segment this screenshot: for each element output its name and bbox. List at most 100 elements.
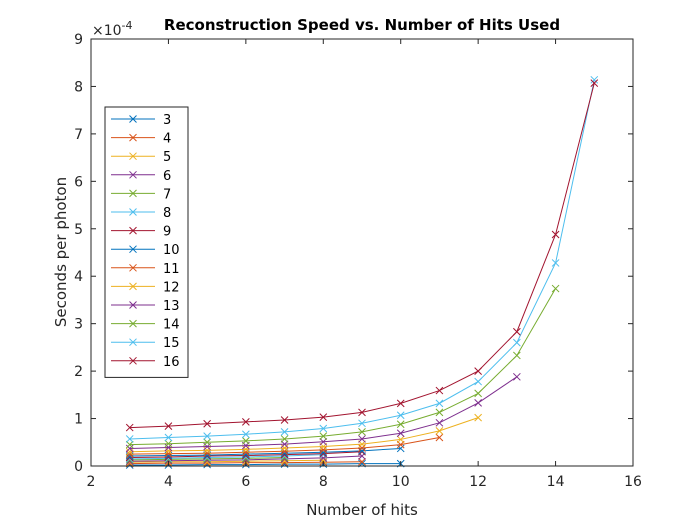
x-tick-label: 12: [469, 474, 487, 490]
data-point: [435, 418, 444, 427]
data-point: [280, 427, 289, 436]
y-exponent-base: ×10: [92, 23, 122, 39]
legend-item: 14: [111, 318, 180, 333]
data-point: [242, 451, 250, 460]
data-point: [474, 389, 482, 398]
data-point: [242, 418, 250, 426]
legend-item: 15: [111, 336, 180, 351]
legend-item: 11: [111, 262, 180, 277]
legend-item: 4: [111, 132, 171, 147]
x-axis-label: Number of hits: [306, 501, 418, 519]
data-point: [551, 259, 560, 267]
data-point: [203, 446, 211, 455]
data-point: [319, 432, 328, 440]
data-point: [396, 429, 405, 438]
legend-item: 6: [111, 169, 171, 184]
series-9: [125, 447, 366, 462]
legend-item: 7: [111, 187, 171, 202]
data-point: [319, 449, 328, 458]
legend-label: 4: [163, 132, 171, 147]
data-point: [280, 450, 289, 459]
data-point: [358, 457, 366, 466]
data-point: [242, 445, 250, 454]
data-point: [551, 284, 560, 293]
series-line: [129, 463, 401, 466]
y-tick-label: 1: [74, 412, 83, 428]
legend-label: 13: [163, 299, 180, 314]
data-point: [396, 420, 405, 429]
legend-item: 8: [111, 206, 171, 221]
data-point: [513, 327, 521, 336]
data-point: [319, 424, 328, 433]
y-tick-label: 8: [74, 79, 83, 95]
data-point: [125, 423, 134, 432]
legend-label: 3: [163, 113, 171, 128]
legend-item: 12: [111, 280, 180, 295]
data-point: [164, 446, 173, 455]
y-tick-label: 0: [74, 459, 83, 475]
data-point: [125, 447, 134, 456]
y-tick-label: 3: [74, 317, 83, 333]
data-point: [125, 435, 134, 443]
data-point: [319, 446, 328, 454]
legend-label: 10: [163, 243, 180, 258]
legend-label: 11: [163, 262, 180, 277]
data-point: [280, 435, 289, 443]
legend-label: 6: [163, 169, 171, 184]
data-point: [435, 433, 444, 442]
series-line: [129, 288, 557, 446]
data-point: [396, 435, 405, 444]
data-point: [513, 351, 521, 360]
y-tick-label: 9: [74, 32, 83, 48]
data-point: [164, 422, 173, 431]
data-point: [203, 432, 211, 440]
y-tick-label: 6: [74, 174, 83, 190]
legend-item: 5: [111, 150, 171, 165]
data-point: [590, 79, 599, 87]
y-axis-label: Seconds per photon: [52, 177, 70, 327]
series-line: [129, 459, 324, 463]
data-point: [513, 372, 521, 381]
data-point: [164, 453, 173, 461]
data-point: [551, 230, 560, 239]
data-point: [164, 439, 173, 448]
legend-label: 15: [163, 336, 180, 351]
data-point: [319, 437, 328, 446]
series-14: [125, 284, 560, 449]
series-layer: [125, 75, 599, 469]
legend-box: [104, 106, 189, 378]
x-tick-label: 14: [547, 474, 565, 490]
data-point: [474, 367, 482, 375]
y-tick-label: 2: [74, 364, 83, 380]
data-point: [242, 430, 250, 439]
data-point: [358, 427, 366, 436]
legend-label: 9: [163, 225, 171, 240]
data-point: [396, 444, 405, 453]
legend-item: 16: [111, 355, 180, 370]
data-point: [280, 416, 289, 424]
data-point: [164, 433, 173, 442]
chart-title: Reconstruction Speed vs. Number of Hits …: [164, 16, 560, 34]
data-point: [474, 377, 482, 386]
x-tick-label: 6: [241, 474, 250, 490]
series-15: [125, 75, 599, 443]
y-tick-label: 5: [74, 222, 83, 238]
data-point: [474, 399, 482, 407]
series-line: [129, 417, 479, 453]
data-point: [203, 438, 211, 447]
legend-label: 12: [163, 280, 180, 295]
data-point: [435, 427, 444, 435]
data-point: [280, 444, 289, 452]
data-point: [435, 399, 444, 408]
data-point: [358, 435, 366, 443]
x-tick-label: 4: [164, 474, 173, 490]
legend-item: 13: [111, 299, 180, 314]
axes-box: [90, 38, 634, 467]
data-point: [319, 413, 328, 421]
legend-item: 9: [111, 225, 171, 240]
legend-label: 5: [163, 150, 171, 165]
data-point: [435, 386, 444, 395]
data-point: [396, 399, 405, 408]
